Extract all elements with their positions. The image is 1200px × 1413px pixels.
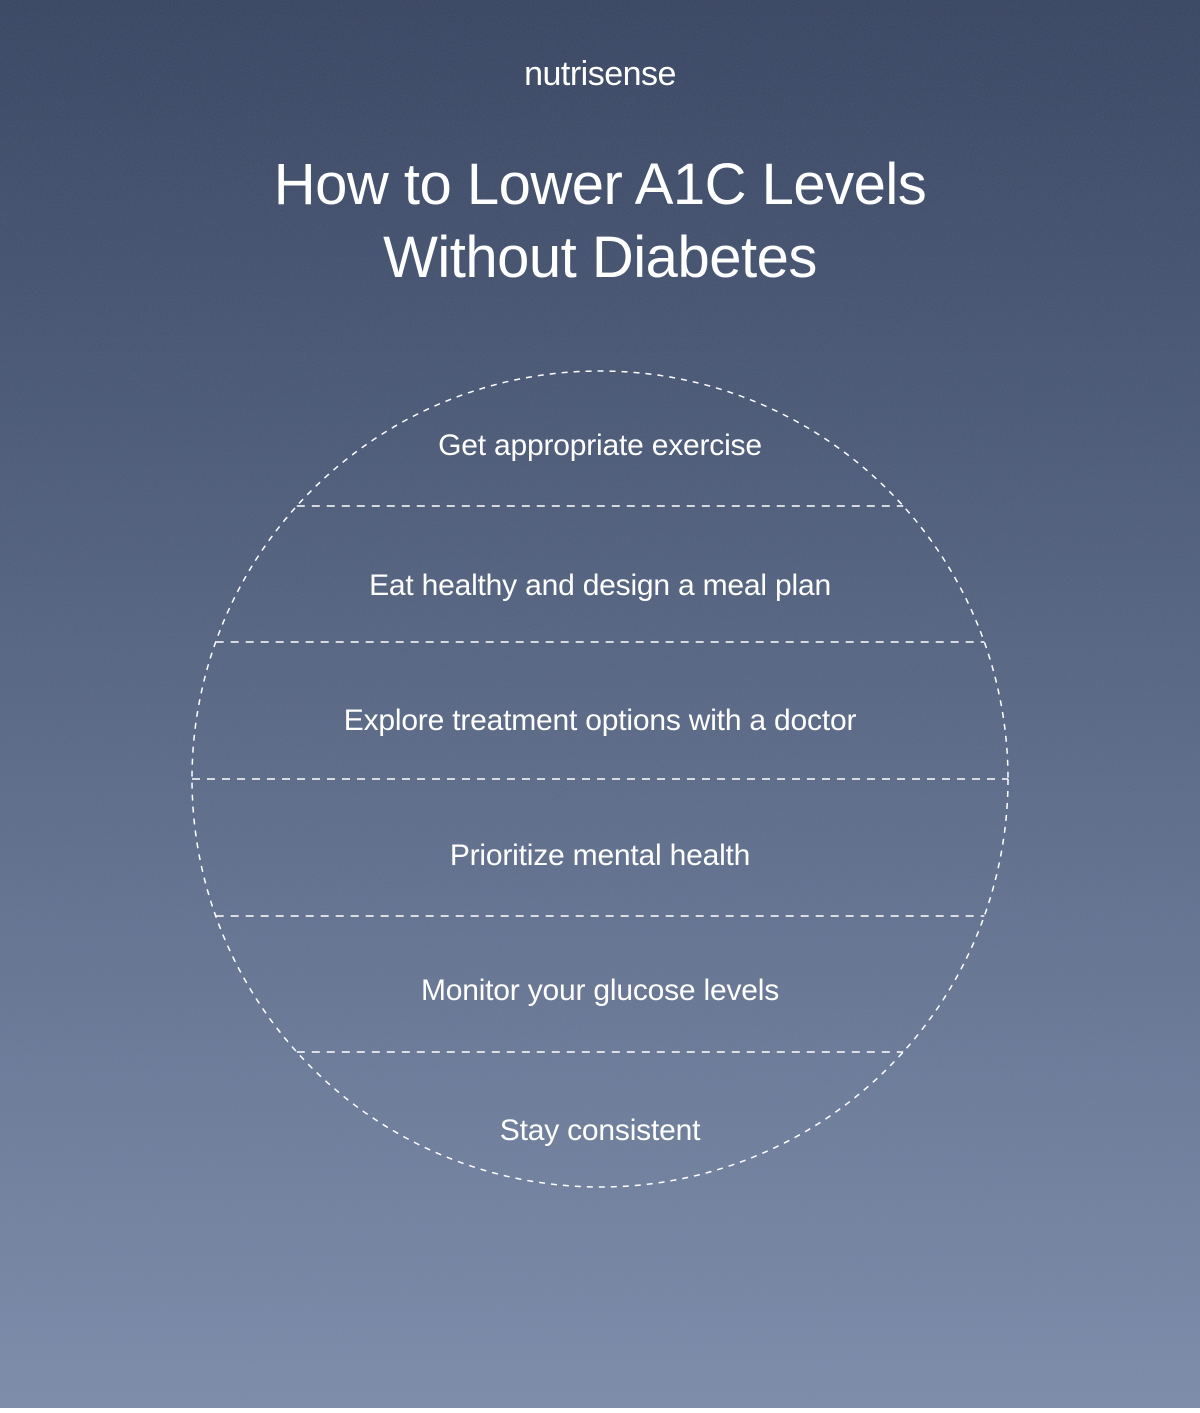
list-item: Explore treatment options with a doctor bbox=[190, 704, 1010, 738]
list-item: Monitor your glucose levels bbox=[190, 974, 1010, 1008]
list-item: Get appropriate exercise bbox=[190, 429, 1010, 463]
circle-diagram: Get appropriate exercise Eat healthy and … bbox=[190, 369, 1010, 1189]
list-item: Eat healthy and design a meal plan bbox=[190, 569, 1010, 603]
content-wrapper: nutrisense How to Lower A1C LevelsWithou… bbox=[0, 0, 1200, 1408]
list-item: Prioritize mental health bbox=[190, 839, 1010, 873]
items-overlay: Get appropriate exercise Eat healthy and … bbox=[190, 369, 1010, 1189]
brand-logo: nutrisense bbox=[524, 55, 676, 94]
page-title: How to Lower A1C LevelsWithout Diabetes bbox=[274, 149, 927, 294]
list-item: Stay consistent bbox=[190, 1114, 1010, 1148]
